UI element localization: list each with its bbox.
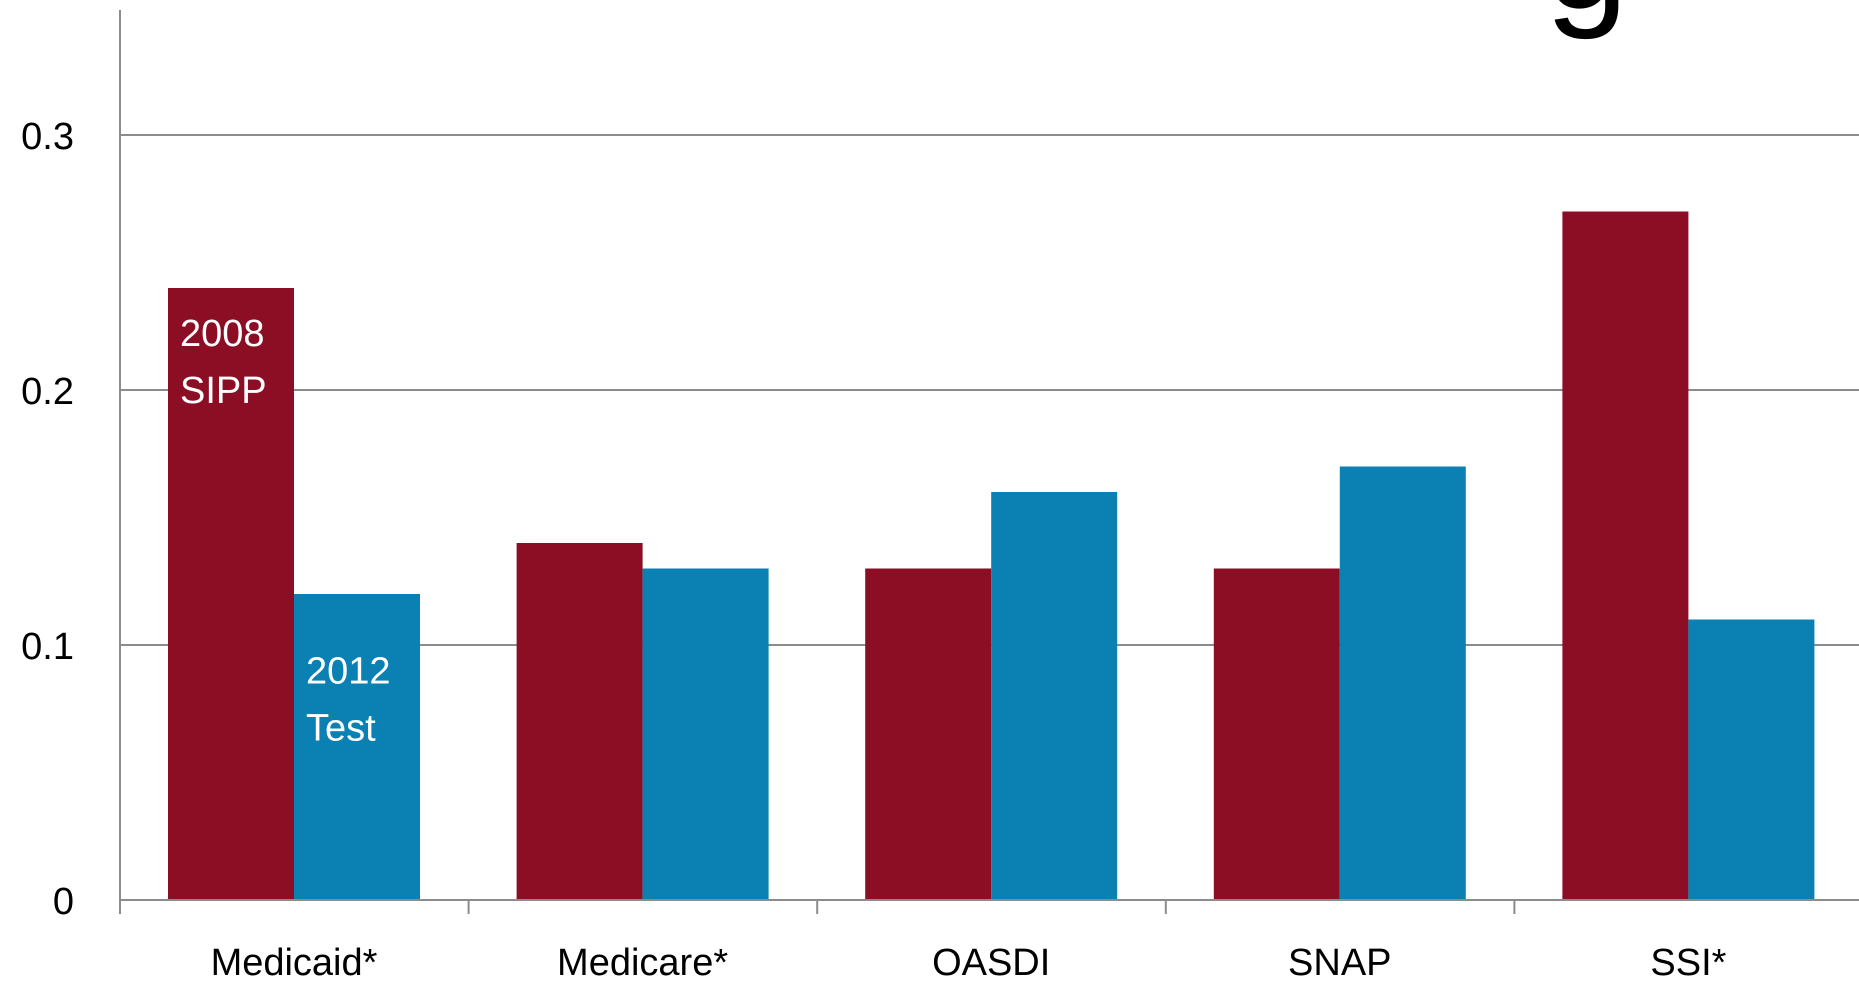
bar	[642, 568, 769, 900]
series-label: SIPP	[180, 370, 267, 412]
bar	[168, 288, 294, 900]
series-label: Test	[306, 708, 376, 750]
series-label: 2008	[180, 313, 265, 355]
y-tick-label: 0.3	[21, 116, 74, 158]
x-tick-label: Medicare*	[557, 942, 728, 983]
bar	[1339, 466, 1466, 900]
bar	[294, 594, 420, 900]
x-tick-label: Medicaid*	[211, 942, 378, 983]
bar	[1688, 619, 1815, 900]
y-tick-labels: 0 0.1 0.2 0.3	[21, 116, 74, 923]
bar	[516, 543, 643, 900]
axes	[119, 10, 1859, 914]
title-fragment: g	[1545, 0, 1628, 40]
bars	[168, 211, 1815, 900]
bar	[865, 568, 992, 900]
x-tick-label: SSI*	[1650, 942, 1726, 983]
x-tick-label: OASDI	[932, 942, 1050, 983]
y-tick-label: 0	[53, 881, 74, 923]
y-tick-label: 0.1	[21, 626, 74, 668]
x-tick-label: SNAP	[1288, 942, 1391, 983]
x-tick-labels: Medicaid* Medicare* OASDI SNAP SSI*	[211, 942, 1727, 984]
bar	[1562, 211, 1689, 900]
y-tick-label: 0.2	[21, 371, 74, 413]
series-label: 2012	[306, 651, 391, 693]
bar	[991, 492, 1118, 900]
bar	[1213, 568, 1340, 900]
series-labels: 2008 SIPP 2012 Test	[180, 313, 391, 750]
